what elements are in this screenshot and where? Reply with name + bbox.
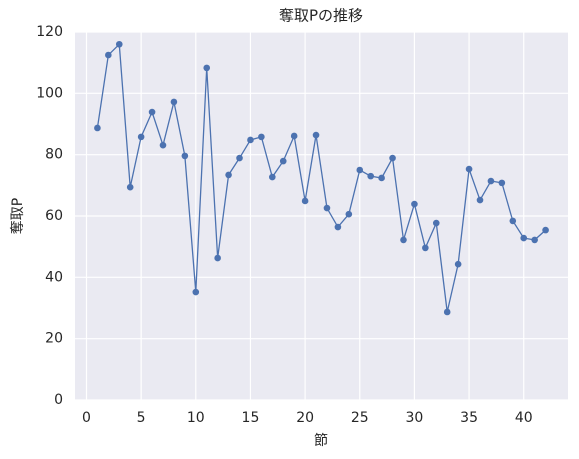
data-point [443,308,451,316]
data-point [520,234,528,242]
x-tick-label: 0 [82,410,91,426]
x-tick-label: 10 [187,410,205,426]
data-point [301,197,309,205]
data-point [105,51,112,59]
data-point [290,132,298,140]
data-line [96,42,547,313]
data-point [159,141,167,149]
x-tick-label: 5 [137,410,146,426]
x-tick-label: 20 [296,410,314,426]
data-point [203,64,211,72]
data-point [214,254,221,262]
data-point [476,196,484,204]
data-point [432,219,440,227]
data-point [192,288,200,296]
data-point [400,236,407,244]
y-tick-label: 100 [36,85,63,101]
y-tick-label: 80 [45,147,63,163]
x-tick-label: 40 [515,410,533,426]
data-point [247,136,254,144]
data-point [225,171,232,179]
data-point [258,133,265,141]
x-axis-label: 節 [314,432,328,449]
y-tick-label: 120 [36,24,63,40]
data-point [411,200,418,208]
data-point [454,260,462,268]
y-tick-label: 20 [45,331,63,347]
x-tick-label: 30 [406,410,424,426]
data-point [367,172,374,180]
y-tick-label: 60 [45,208,63,224]
data-point [334,223,342,231]
x-tick-label: 15 [242,410,260,426]
data-point [509,217,517,225]
data-point [542,226,549,234]
data-point [323,204,331,212]
data-point [389,154,396,162]
y-tick-label: 0 [54,392,63,408]
chart-title: 奪取Pの推移 [279,7,363,25]
data-point [465,165,473,173]
data-point [345,210,353,218]
data-point [170,98,178,106]
y-tick-label: 40 [45,269,63,285]
data-point [115,40,123,48]
y-axis-label: 奪取P [9,198,26,234]
data-point [126,183,134,191]
data-point [269,173,276,181]
x-tick-label: 25 [351,410,369,426]
data-point [148,108,156,116]
data-point [422,244,429,252]
data-point [137,133,145,141]
data-point [236,154,243,162]
data-point [356,166,364,174]
x-tick-label: 35 [460,410,478,426]
data-point [531,236,538,244]
data-point [279,157,287,165]
data-point [378,174,385,182]
data-point [94,124,101,132]
data-point [498,179,506,187]
data-point [487,177,495,185]
data-point [312,131,320,139]
data-point [181,152,189,160]
